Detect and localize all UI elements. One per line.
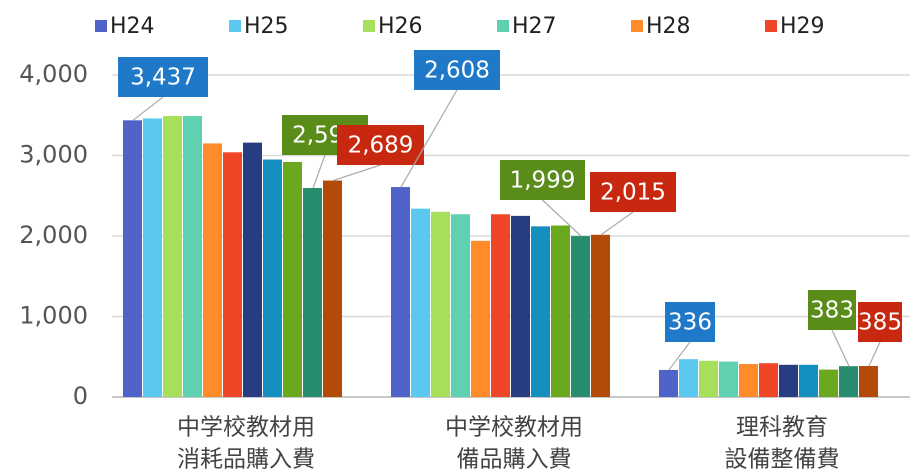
bar [859,366,878,397]
label-box [808,290,856,330]
legend-swatch [765,20,777,32]
legend-label: H24 [110,14,155,39]
bar [183,116,202,398]
bar [779,364,798,397]
label-box [590,172,676,212]
leader-line [668,341,691,371]
leader-line [831,329,850,367]
leader-line [400,89,458,188]
bar [323,180,342,397]
data-label: 385 [858,310,902,336]
data-label: 2,608 [424,58,490,84]
bar [591,234,610,397]
bar [263,159,282,397]
legend-swatch [497,20,509,32]
bar [223,152,242,397]
bar [531,226,550,397]
y-tick-label: 4,000 [19,60,88,88]
bar [679,359,698,397]
bar [123,120,142,397]
bar [451,214,470,397]
leader-line [312,154,326,189]
data-label: 1,999 [510,168,576,194]
bar [471,240,490,397]
x-tick-label: 理科教育 [736,415,828,441]
y-tick-label: 1,000 [19,302,88,330]
x-tick-label: 備品購入費 [457,447,572,473]
legend-label: H26 [378,14,423,39]
bar [819,369,838,397]
bar [243,142,262,397]
legend-swatch [631,20,643,32]
y-tick-label: 2,000 [19,221,88,249]
x-tick-label: 設備整備費 [725,447,840,473]
leader-line [600,211,634,236]
bar [739,363,758,397]
bar [391,187,410,397]
bar [839,366,858,397]
bar [203,143,222,397]
bar [511,215,530,397]
bar [143,118,162,397]
legend-swatch [229,20,241,32]
label-box [665,302,715,342]
bar [491,214,510,397]
bar [719,361,738,397]
leader-line [542,199,582,237]
data-label: 2,015 [600,180,666,206]
y-tick-label: 3,000 [19,141,88,169]
x-tick-label: 中学校教材用 [177,415,315,441]
bar [659,369,678,397]
bar [551,225,570,397]
label-box [500,160,585,200]
leader-line [132,96,164,121]
label-box [858,302,902,342]
bar [699,360,718,397]
legend-swatch [95,20,107,32]
leader-line [868,341,881,367]
x-tick-label: 消耗品購入費 [177,447,315,473]
data-label: 2,689 [348,133,414,159]
bar [163,116,182,398]
legend-label: H25 [244,14,289,39]
leader-line [332,164,381,182]
bar [571,236,590,397]
label-box [337,125,424,165]
x-tick-label: 中学校教材用 [445,415,583,441]
bar [411,208,430,397]
bar [431,211,450,397]
y-tick-label: 0 [73,382,88,410]
label-box [414,50,500,90]
bar [283,161,302,397]
data-label: 383 [810,298,854,324]
legend-label: H29 [780,14,825,39]
data-label: 336 [668,310,712,336]
bar [799,364,818,397]
bar [759,363,778,397]
bar [303,188,322,397]
legend-swatch [363,20,375,32]
legend-label: H28 [646,14,691,39]
legend-label: H27 [512,14,557,39]
data-label: 3,437 [130,65,196,91]
label-box [118,57,208,97]
